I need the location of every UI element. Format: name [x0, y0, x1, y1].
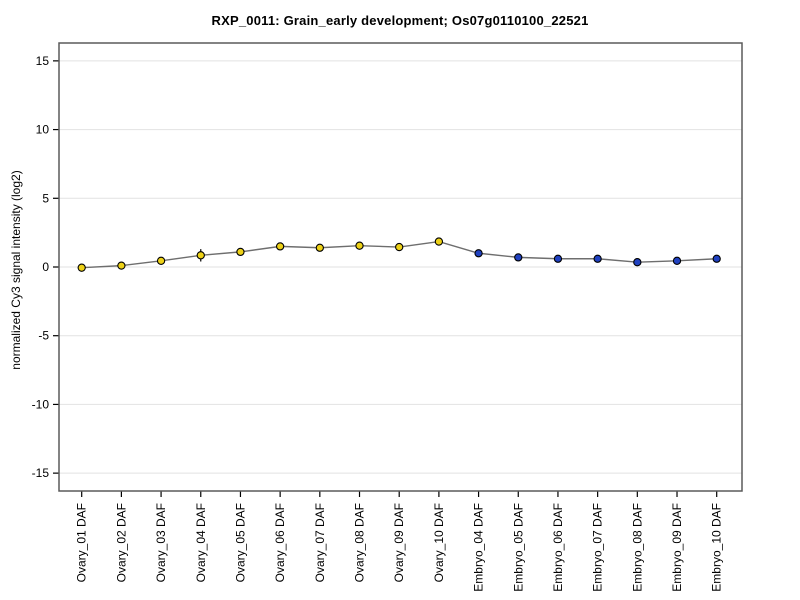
- data-point-marker-ovary: [117, 261, 126, 270]
- chart-title: RXP_0011: Grain_early development; Os07g…: [211, 13, 589, 28]
- x-tick-label: Embryo_04 DAF: [472, 503, 486, 592]
- x-tick-label: Ovary_10 DAF: [432, 503, 446, 582]
- y-tick-label: 15: [36, 54, 50, 68]
- x-tick-label: Embryo_10 DAF: [710, 503, 724, 592]
- x-tick-label: Embryo_07 DAF: [591, 503, 605, 592]
- x-tick-label: Ovary_02 DAF: [114, 503, 128, 582]
- x-tick-label: Embryo_06 DAF: [551, 503, 565, 592]
- x-tick-label: Ovary_04 DAF: [194, 503, 208, 582]
- x-tick-label: Ovary_08 DAF: [353, 503, 367, 582]
- data-point-marker-embryo: [633, 258, 642, 267]
- y-tick-label: 10: [36, 123, 50, 137]
- data-point-marker-ovary: [395, 242, 404, 252]
- data-point-marker-ovary: [275, 242, 285, 251]
- x-tick-label: Ovary_03 DAF: [154, 503, 168, 582]
- x-tick-label: Ovary_09 DAF: [392, 503, 406, 582]
- data-point-marker-ovary: [315, 243, 324, 252]
- y-axis-label: normalized Cy3 signal intensity (log2): [9, 170, 23, 370]
- x-tick-label: Embryo_09 DAF: [670, 503, 684, 592]
- plot-frame: [58, 42, 743, 492]
- data-point-marker-embryo: [672, 256, 682, 265]
- data-point-marker-ovary: [236, 247, 245, 257]
- data-point-marker-embryo: [593, 254, 602, 263]
- data-point-marker-embryo: [712, 254, 721, 263]
- y-tick-label: 5: [42, 191, 49, 205]
- x-tick-label: Ovary_01 DAF: [75, 503, 89, 582]
- y-tick-label: -10: [32, 397, 50, 411]
- data-point-marker-ovary: [196, 251, 205, 260]
- data-point-marker-ovary: [156, 256, 166, 265]
- y-tick-label: -5: [38, 329, 49, 343]
- data-point-marker-ovary: [434, 237, 444, 246]
- y-tick-label: -15: [32, 466, 50, 480]
- x-tick-label: Ovary_05 DAF: [233, 503, 247, 582]
- x-tick-label: Embryo_05 DAF: [511, 503, 525, 592]
- data-point-marker-embryo: [474, 249, 483, 258]
- y-tick-label: 0: [42, 260, 49, 274]
- data-point-marker-ovary: [355, 241, 364, 250]
- x-tick-label: Ovary_07 DAF: [313, 503, 327, 582]
- x-tick-label: Ovary_06 DAF: [273, 503, 287, 582]
- data-point-marker-ovary: [77, 263, 86, 272]
- data-point-marker-embryo: [514, 253, 523, 262]
- x-tick-label: Embryo_08 DAF: [630, 503, 644, 592]
- data-point-marker-embryo: [553, 254, 563, 263]
